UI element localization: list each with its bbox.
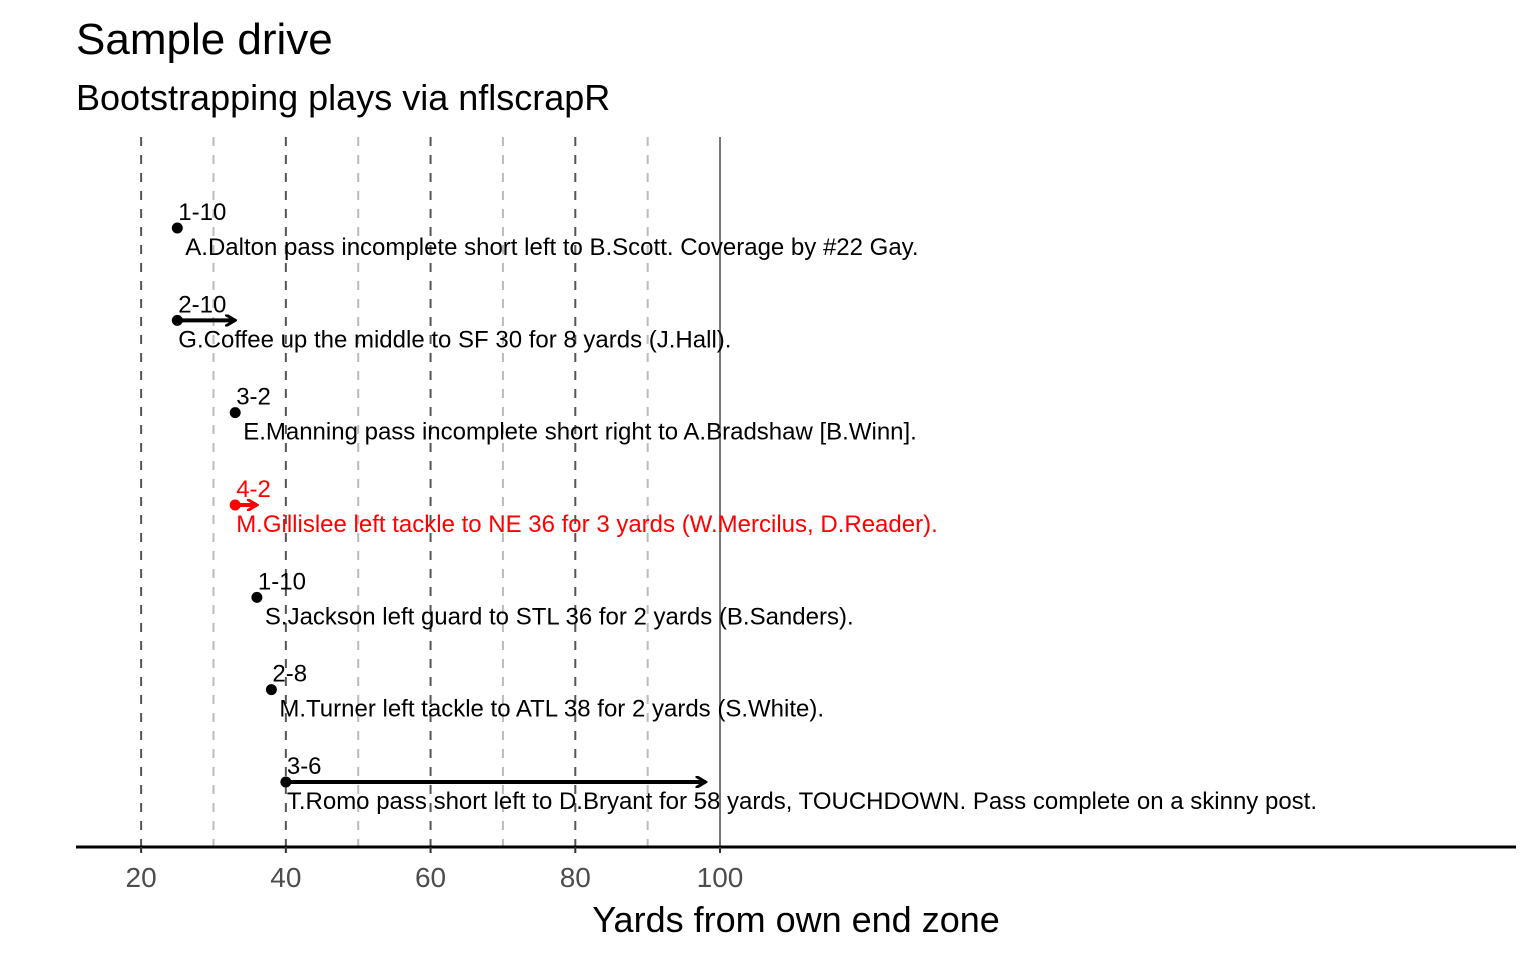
play-description: A.Dalton pass incomplete short left to B…	[185, 234, 918, 261]
play-description: E.Manning pass incomplete short right to…	[243, 419, 917, 446]
x-axis-ticks: 20 40 60 80 100	[126, 847, 744, 893]
down-label: 1-10	[178, 199, 226, 226]
down-label: 2-10	[178, 291, 226, 318]
play-description: M.Turner left tackle to ATL 38 for 2 yar…	[279, 696, 824, 723]
play-5: 1-10 S.Jackson left guard to STL 36 for 2…	[251, 568, 854, 630]
play-start-point	[265, 684, 277, 696]
play-description: M.Gillislee left tackle to NE 36 for 3 y…	[236, 511, 938, 538]
x-tick-label-20: 20	[126, 862, 157, 893]
play-description: G.Coffee up the middle to SF 30 for 8 ya…	[178, 326, 731, 353]
plays: 1-10 A.Dalton pass incomplete short left …	[171, 199, 1317, 815]
play-description: S.Jackson left guard to STL 36 for 2 yar…	[265, 603, 854, 630]
play-7: 3-6 T.Romo pass short left to D.Bryant fo…	[280, 753, 1317, 815]
down-label: 3-6	[287, 753, 322, 780]
play-4: 4-2 M.Gillislee left tackle to NE 36 for …	[229, 476, 938, 538]
x-tick-label-40: 40	[270, 862, 301, 893]
gridlines	[140, 137, 722, 847]
play-start-point	[251, 591, 263, 603]
chart-title: Sample drive	[76, 15, 333, 64]
down-label: 3-2	[236, 384, 271, 411]
down-label: 1-10	[258, 568, 306, 595]
down-label: 4-2	[236, 476, 271, 503]
x-axis-title: Yards from own end zone	[592, 899, 1000, 940]
chart-subtitle: Bootstrapping plays via nflscrapR	[76, 77, 610, 118]
x-tick-label-80: 80	[560, 862, 591, 893]
play-3: 3-2 E.Manning pass incomplete short right…	[229, 384, 917, 446]
x-tick-label-100: 100	[697, 862, 744, 893]
play-start-point	[229, 407, 241, 419]
play-start-point	[171, 222, 183, 234]
play-2: 2-10 G.Coffee up the middle to SF 30 for …	[171, 291, 731, 353]
play-6: 2-8 M.Turner left tackle to ATL 38 for 2 …	[265, 661, 824, 723]
down-label: 2-8	[272, 661, 307, 688]
x-tick-label-60: 60	[415, 862, 446, 893]
play-description: T.Romo pass short left to D.Bryant for 5…	[287, 788, 1317, 815]
play-1: 1-10 A.Dalton pass incomplete short left …	[171, 199, 919, 261]
